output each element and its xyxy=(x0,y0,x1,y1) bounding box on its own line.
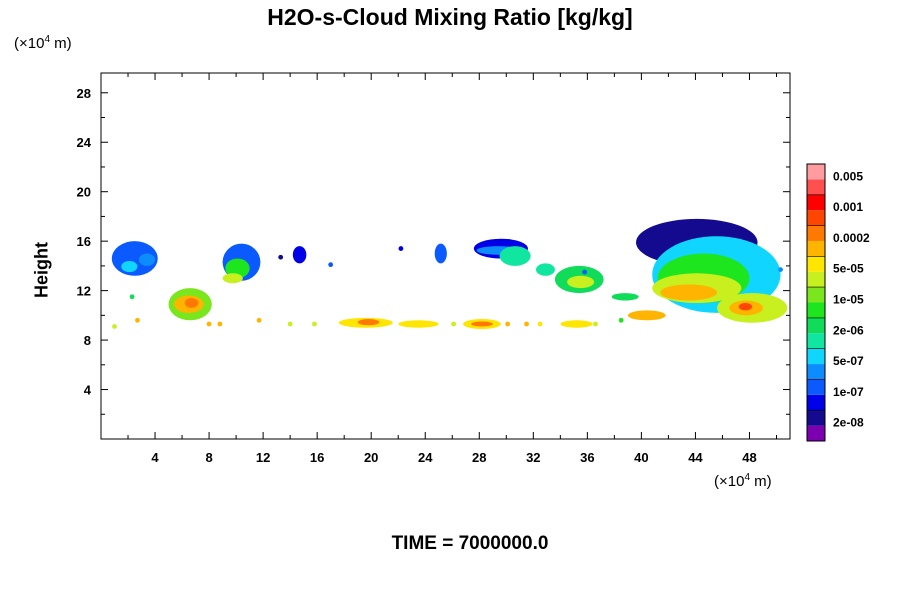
cloud-speck-0 xyxy=(112,324,117,329)
y-unit-exponent: 4 xyxy=(44,34,51,45)
colorbar: 2e-08 1e-07 5e-07 2e-06 1e-05 5e-05 0.0002 0.00… xyxy=(806,163,870,442)
x-unit-prefix: (×10 xyxy=(714,473,745,490)
cloud-region-28 xyxy=(398,320,439,328)
cloud-speck-1 xyxy=(129,294,135,300)
colorbar-swatch xyxy=(807,379,825,395)
cloud-region-25 xyxy=(184,298,199,308)
cloud-region-31 xyxy=(560,320,593,328)
chart-title: H2O-s-Cloud Mixing Ratio [kg/kg] xyxy=(267,4,633,30)
x-tick-label: 32 xyxy=(526,450,540,465)
colorbar-swatch xyxy=(807,287,825,303)
y-tick-label: 20 xyxy=(77,185,91,200)
x-tick-label: 24 xyxy=(418,450,433,465)
x-tick-label: 20 xyxy=(364,450,378,465)
x-tick-label: 16 xyxy=(310,450,324,465)
x-tick-label: 36 xyxy=(580,450,594,465)
colorbar-swatch xyxy=(807,225,825,241)
cloud-speck-17 xyxy=(618,317,624,323)
x-tick-label: 28 xyxy=(472,450,486,465)
cloud-speck-5 xyxy=(256,317,262,323)
cloud-region-21 xyxy=(738,302,753,311)
x-tick-label: 4 xyxy=(151,450,159,465)
x-axis-unit: (×104 m) xyxy=(714,472,772,490)
x-unit-suffix: m) xyxy=(750,473,772,490)
colorbar-swatch xyxy=(807,179,825,195)
y-tick-label: 4 xyxy=(84,383,92,398)
cloud-region-7 xyxy=(434,243,447,264)
colorbar-swatch xyxy=(807,256,825,272)
cloud-region-2 xyxy=(138,253,156,266)
colorbar-label: 1e-07 xyxy=(833,385,864,399)
cloud-region-27 xyxy=(357,319,380,326)
colorbar-label: 0.0002 xyxy=(833,231,870,245)
cloud-speck-12 xyxy=(505,321,511,327)
cloud-speck-9 xyxy=(328,262,334,268)
cloud-region-10 xyxy=(499,246,531,266)
cloud-speck-2 xyxy=(135,317,140,323)
y-tick-label: 28 xyxy=(77,86,91,101)
y-tick-label: 8 xyxy=(84,333,91,348)
cloud-speck-16 xyxy=(593,321,598,327)
time-label: TIME = 7000000.0 xyxy=(391,533,549,554)
cloud-speck-7 xyxy=(312,321,317,327)
colorbar-swatch xyxy=(807,210,825,226)
colorbar-swatch xyxy=(807,164,825,180)
cloud-speck-11 xyxy=(451,321,457,327)
x-tick-label: 8 xyxy=(205,450,212,465)
cloud-speck-13 xyxy=(524,321,529,327)
cloud-speck-10 xyxy=(398,246,404,251)
colorbar-label: 2e-08 xyxy=(833,416,864,430)
colorbar-swatch xyxy=(807,348,825,365)
colorbar-swatch xyxy=(807,302,825,318)
cloud-speck-14 xyxy=(537,321,543,327)
cloud-speck-15 xyxy=(582,269,588,275)
mixing-ratio-field xyxy=(111,218,788,329)
cloud-speck-18 xyxy=(778,267,783,273)
y-tick-label: 16 xyxy=(77,234,91,249)
cloud-speck-4 xyxy=(217,321,223,327)
cloud-speck-6 xyxy=(287,321,293,327)
colorbar-swatch xyxy=(807,333,825,349)
cloud-region-6 xyxy=(292,246,307,264)
colorbar-swatch xyxy=(807,394,825,411)
colorbar-label: 1e-05 xyxy=(833,293,864,307)
colorbar-swatch xyxy=(807,410,825,426)
colorbar-swatch xyxy=(807,364,825,380)
cloud-region-1 xyxy=(121,260,138,273)
colorbar-swatch xyxy=(807,194,825,211)
cloud-speck-8 xyxy=(278,254,284,260)
colorbar-label: 5e-05 xyxy=(833,262,864,276)
cloud-region-30 xyxy=(471,321,493,327)
x-tick-label: 40 xyxy=(634,450,648,465)
y-axis-unit: (×104 m) xyxy=(14,34,72,52)
cloud-region-18 xyxy=(660,284,718,301)
colorbar-swatch xyxy=(807,317,825,334)
cloud-region-11 xyxy=(536,263,555,276)
colorbar-swatch xyxy=(807,271,825,288)
colorbar-label: 5e-07 xyxy=(833,354,864,368)
cloud-region-22 xyxy=(627,310,666,321)
cloud-region-13 xyxy=(567,275,595,289)
cloud-region-32 xyxy=(611,293,639,301)
cloud-region-4 xyxy=(225,258,250,279)
colorbar-swatch xyxy=(807,425,825,441)
y-unit-suffix: m) xyxy=(50,35,72,52)
cloud-speck-3 xyxy=(206,321,212,327)
y-tick-label: 24 xyxy=(77,135,92,150)
y-tick-label: 12 xyxy=(77,284,91,299)
colorbar-label: 0.005 xyxy=(833,169,863,183)
x-tick-label: 44 xyxy=(688,450,703,465)
y-unit-prefix: (×10 xyxy=(14,35,45,52)
x-unit-exponent: 4 xyxy=(744,472,751,483)
colorbar-label: 2e-06 xyxy=(833,323,864,337)
x-tick-label: 12 xyxy=(256,450,270,465)
x-tick-label: 48 xyxy=(742,450,756,465)
cloud-region-5 xyxy=(222,273,243,284)
plot-frame xyxy=(100,72,791,440)
colorbar-swatch xyxy=(807,240,825,257)
colorbar-label: 0.001 xyxy=(833,200,863,214)
